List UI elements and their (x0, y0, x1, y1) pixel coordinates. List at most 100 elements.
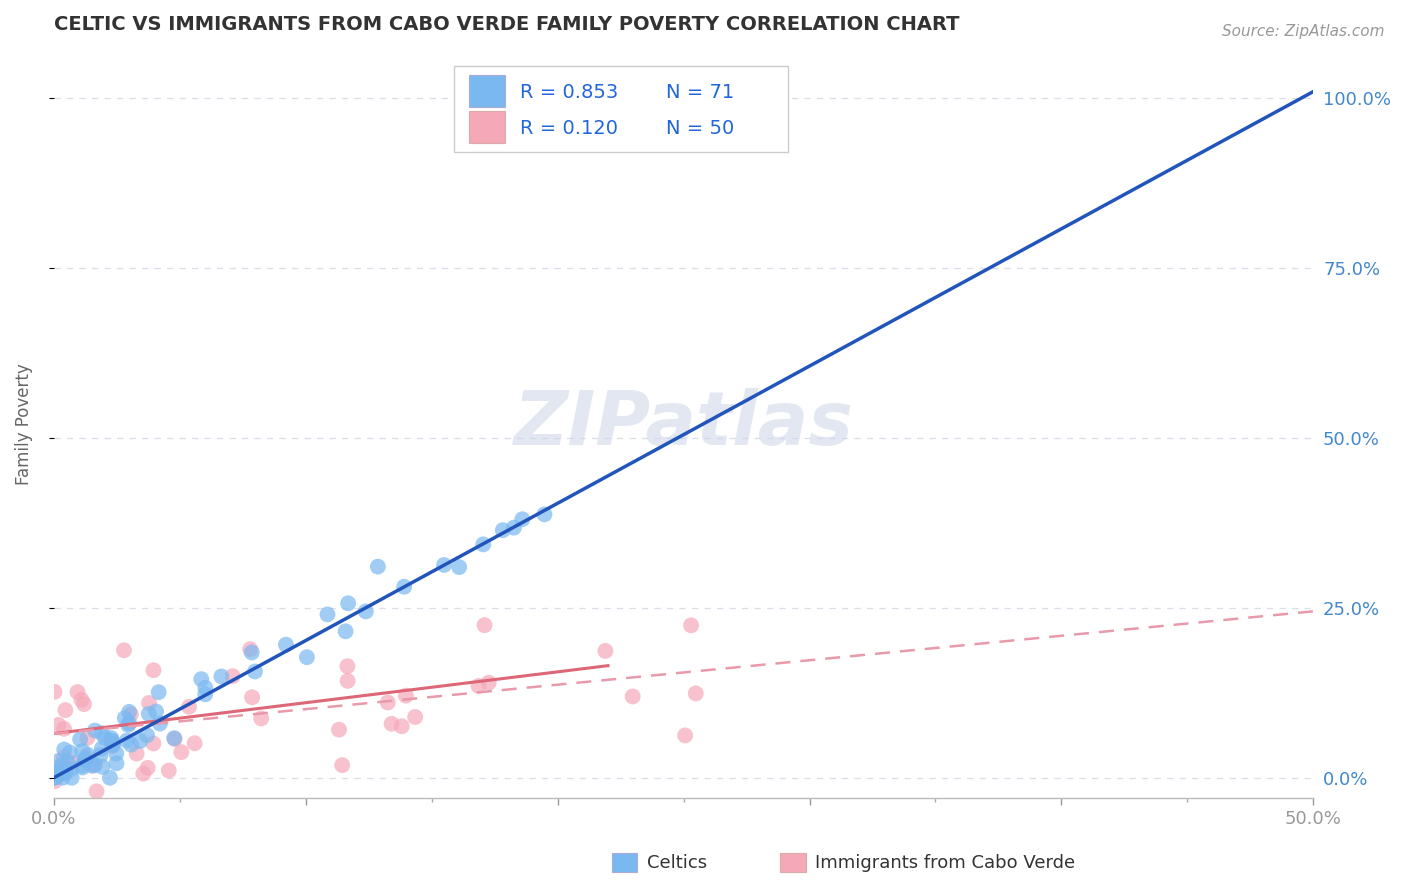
Point (240, 645, 263, 659)
Point (90, 726, 112, 740)
Point (336, 673, 359, 688)
Point (44, 774, 66, 789)
Point (163, 731, 186, 746)
Point (129, 734, 152, 748)
Point (94, 731, 117, 745)
Point (101, 739, 124, 753)
Text: R = 0.853: R = 0.853 (520, 83, 619, 103)
Point (118, 705, 141, 719)
Point (72, 744, 94, 758)
Point (60, 762, 83, 776)
Point (149, 716, 172, 731)
Bar (470, 76, 505, 107)
Point (83, 757, 105, 772)
Point (681, 618, 703, 632)
Text: CELTIC VS IMMIGRANTS FROM CABO VERDE FAMILY POVERTY CORRELATION CHART: CELTIC VS IMMIGRANTS FROM CABO VERDE FAM… (53, 15, 959, 34)
Point (48, 718, 70, 732)
Point (354, 604, 377, 618)
Point (138, 706, 160, 721)
Point (138, 696, 160, 710)
Point (595, 644, 617, 658)
Point (142, 663, 165, 677)
Point (89, 748, 111, 763)
Point (118, 716, 141, 731)
Point (194, 687, 217, 701)
Point (76, 747, 98, 762)
Point (391, 719, 413, 733)
Point (250, 711, 273, 725)
Text: N = 50: N = 50 (666, 119, 734, 138)
Point (59, 746, 82, 760)
Point (335, 624, 357, 639)
Point (209, 669, 232, 683)
Point (316, 607, 339, 622)
Point (70, 758, 93, 772)
Point (44, 771, 66, 785)
Point (101, 733, 124, 747)
Point (512, 512, 534, 526)
Point (73, 697, 96, 711)
Point (478, 675, 501, 690)
Point (69, 732, 91, 747)
Point (90, 741, 112, 756)
Point (84, 723, 107, 738)
Point (148, 685, 170, 699)
Point (100, 731, 122, 745)
Point (101, 739, 124, 753)
Point (120, 738, 142, 752)
Point (44, 685, 66, 699)
Point (685, 686, 707, 700)
Point (183, 736, 205, 750)
Point (381, 716, 404, 731)
Point (330, 758, 353, 772)
Point (53, 750, 76, 764)
FancyBboxPatch shape (454, 66, 789, 152)
Point (142, 736, 165, 750)
Bar (470, 112, 505, 143)
Point (673, 728, 696, 742)
Point (337, 596, 360, 610)
Point (98, 771, 121, 785)
Point (75, 753, 97, 767)
Point (72, 760, 94, 774)
Point (101, 736, 124, 750)
Text: Celtics: Celtics (647, 854, 707, 871)
Point (75, 750, 97, 764)
Point (53, 742, 76, 756)
Point (53, 766, 76, 780)
Point (73, 752, 96, 766)
Point (336, 659, 359, 673)
Point (48, 768, 70, 782)
Point (472, 537, 495, 551)
Point (117, 718, 139, 732)
Point (60, 771, 83, 785)
Point (621, 690, 644, 704)
Point (136, 761, 159, 775)
Point (474, 618, 496, 632)
Point (105, 756, 128, 771)
Point (221, 669, 243, 683)
Point (170, 745, 193, 759)
Point (112, 643, 135, 657)
Point (70, 693, 93, 707)
Point (240, 690, 263, 705)
Point (44, 771, 66, 785)
Point (328, 723, 350, 737)
Point (80, 758, 103, 772)
Point (194, 681, 217, 695)
Point (367, 559, 389, 574)
Point (433, 558, 456, 572)
Point (45, 767, 67, 781)
Point (48, 754, 70, 768)
Point (105, 747, 128, 761)
Point (239, 642, 262, 657)
Point (52, 765, 75, 780)
Point (177, 699, 200, 714)
Point (392, 580, 415, 594)
Point (157, 764, 180, 778)
Point (377, 696, 399, 710)
Point (53, 703, 76, 717)
Point (395, 689, 418, 703)
Point (145, 705, 167, 719)
Point (449, 560, 471, 574)
